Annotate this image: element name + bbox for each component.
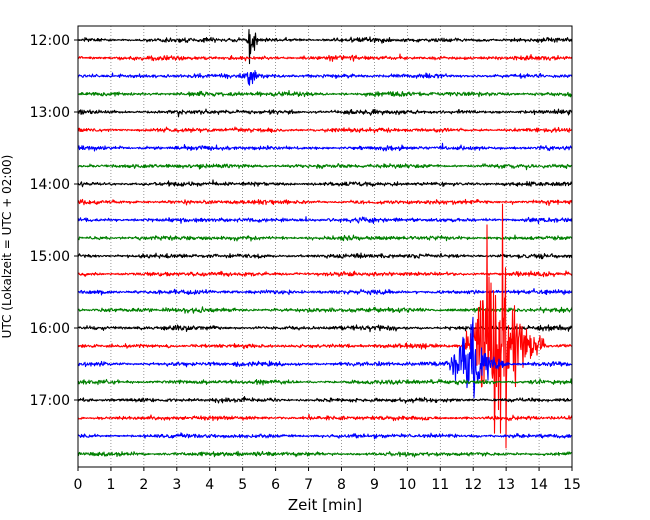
x-tick-label: 11 (431, 477, 449, 493)
y-tick-label: 13:00 (30, 105, 70, 121)
x-tick-label: 15 (563, 477, 581, 493)
y-tick-label: 12:00 (30, 33, 70, 49)
x-tick-label: 13 (497, 477, 515, 493)
seismogram-trace-7 (78, 142, 572, 152)
seismogram-trace-11 (78, 216, 572, 225)
x-tick-label: 5 (238, 477, 247, 493)
seismogram-trace-19 (78, 316, 572, 399)
seismogram-trace-6 (78, 126, 572, 134)
seismogram-trace-8 (78, 163, 572, 171)
seismogram-trace-22 (78, 413, 572, 422)
seismogram-trace-23 (78, 432, 572, 440)
seismogram-trace-1 (78, 28, 572, 65)
seismogram-trace-20 (78, 378, 572, 386)
trace-layer (78, 28, 572, 458)
x-tick-label: 12 (464, 477, 482, 493)
x-tick-label: 9 (370, 477, 379, 493)
seismogram-trace-21 (78, 396, 572, 404)
x-tick-label: 7 (304, 477, 313, 493)
x-tick-label: 0 (74, 477, 83, 493)
seismogram-trace-24 (78, 450, 572, 458)
x-axis-label: Zeit [min] (288, 496, 362, 514)
x-tick-label: 2 (139, 477, 148, 493)
seismogram-trace-12 (78, 234, 572, 242)
x-tick-label: 10 (398, 477, 416, 493)
y-tick-label: 17:00 (30, 393, 70, 409)
x-tick-label: 6 (271, 477, 280, 493)
seismogram-trace-9 (78, 179, 572, 188)
seismogram-trace-13 (78, 252, 572, 260)
seismogram-trace-16 (78, 306, 572, 314)
seismogram-trace-14 (78, 270, 572, 278)
seismogram-trace-18 (78, 203, 572, 449)
seismogram-trace-10 (78, 198, 572, 207)
y-tick-label: 15:00 (30, 249, 70, 265)
tick-layer: 0 1 2 3 4 5 6 7 8 9 10 11 12 13 14 1512:0013:0014:0015:… (30, 33, 581, 493)
y-tick-label: 14:00 (30, 177, 70, 193)
seismogram-trace-4 (78, 90, 572, 98)
seismogram-trace-17 (78, 324, 572, 333)
y-tick-label: 16:00 (30, 321, 70, 337)
x-tick-label: 14 (530, 477, 548, 493)
seismogram-trace-2 (78, 53, 572, 62)
x-tick-label: 8 (337, 477, 346, 493)
y-axis-label: UTC (Lokalzeit = UTC + 02:00) (0, 155, 14, 339)
plot-frame (77, 25, 573, 468)
seismogram-trace-15 (78, 288, 572, 296)
x-tick-label: 4 (205, 477, 214, 493)
seismogram-trace-5 (78, 108, 572, 118)
seismogram-trace-3 (78, 69, 572, 86)
x-tick-label: 3 (172, 477, 181, 493)
x-tick-label: 1 (106, 477, 115, 493)
